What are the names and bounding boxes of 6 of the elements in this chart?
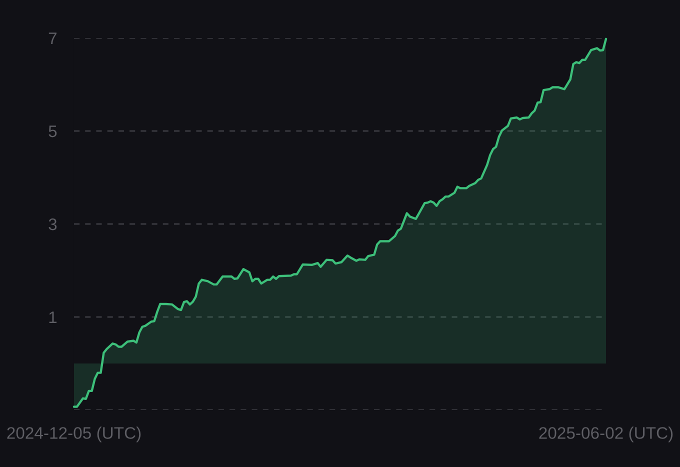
y-tick-label: 7 [48, 32, 56, 44]
y-tick-label: 3 [48, 218, 57, 230]
y-tick-label: 5 [48, 126, 57, 138]
x-tick-label: 2025-06-02 (UTC) [539, 426, 673, 442]
x-tick-label: 2024-12-05 (UTC) [7, 426, 141, 442]
y-tick-label: 1 [49, 312, 57, 324]
